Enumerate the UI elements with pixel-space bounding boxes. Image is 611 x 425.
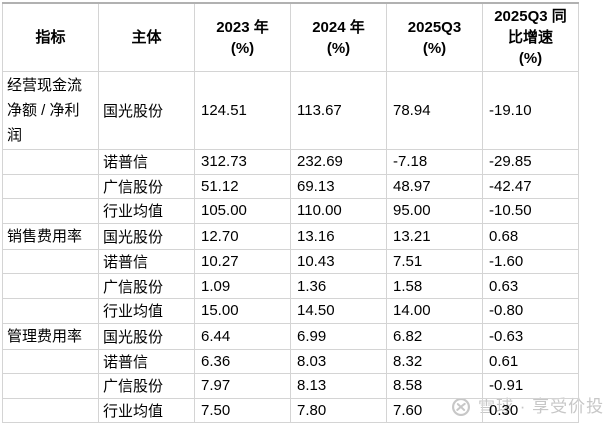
value-yoy-cell: -0.80 — [482, 297, 579, 324]
table-row: 诺普信 10.27 10.43 7.51 -1.60 — [2, 248, 579, 275]
value-2025q3-cell: 13.21 — [386, 222, 483, 250]
indicator-cell: 销售费用率 — [2, 222, 99, 250]
value-2024-cell: 8.13 — [290, 373, 387, 399]
value-2023-cell: 12.70 — [194, 222, 291, 250]
header-row: 指标 主体 2023 年 (%) 2024 年 (%) 2025Q3 (%) 2… — [2, 2, 579, 72]
value-2025q3-cell: 7.51 — [386, 248, 483, 275]
value-yoy-cell: -0.63 — [482, 322, 579, 350]
table-row: 广信股份 1.09 1.36 1.58 0.63 — [2, 273, 579, 299]
value-2025q3-cell: 95.00 — [386, 198, 483, 224]
column-header-2024: 2024 年 (%) — [290, 2, 387, 72]
table-row: 诺普信 312.73 232.69 -7.18 -29.85 — [2, 149, 579, 175]
indicator-cell — [2, 273, 99, 299]
table-body: 经营现金流净额 / 净利润 国光股份 124.51 113.67 78.94 -… — [2, 71, 579, 424]
financial-metrics-table: 指标 主体 2023 年 (%) 2024 年 (%) 2025Q3 (%) 2… — [2, 2, 579, 424]
entity-cell: 行业均值 — [98, 397, 195, 424]
table-row: 经营现金流净额 / 净利润 国光股份 124.51 113.67 78.94 -… — [2, 71, 579, 150]
value-2023-cell: 105.00 — [194, 198, 291, 224]
indicator-cell — [2, 373, 99, 399]
table-row: 行业均值 15.00 14.50 14.00 -0.80 — [2, 297, 579, 324]
indicator-cell: 管理费用率 — [2, 322, 99, 350]
table-row: 销售费用率 国光股份 12.70 13.16 13.21 0.68 — [2, 222, 579, 250]
entity-cell: 广信股份 — [98, 273, 195, 299]
indicator-cell — [2, 149, 99, 175]
value-2025q3-cell: 1.58 — [386, 273, 483, 299]
entity-cell: 诺普信 — [98, 348, 195, 375]
value-2025q3-cell: 7.60 — [386, 397, 483, 424]
table-row: 广信股份 7.97 8.13 8.58 -0.91 — [2, 373, 579, 399]
value-yoy-cell: -29.85 — [482, 149, 579, 175]
indicator-cell — [2, 297, 99, 324]
value-2024-cell: 113.67 — [290, 71, 387, 150]
value-yoy-cell: -0.91 — [482, 373, 579, 399]
value-2025q3-cell: 48.97 — [386, 173, 483, 200]
value-2023-cell: 51.12 — [194, 173, 291, 200]
table-header: 指标 主体 2023 年 (%) 2024 年 (%) 2025Q3 (%) 2… — [2, 2, 579, 72]
table-row: 行业均值 105.00 110.00 95.00 -10.50 — [2, 198, 579, 224]
value-yoy-cell: 0.63 — [482, 273, 579, 299]
value-yoy-cell: 0.61 — [482, 348, 579, 375]
indicator-cell: 经营现金流净额 / 净利润 — [2, 71, 99, 150]
table-row: 诺普信 6.36 8.03 8.32 0.61 — [2, 348, 579, 375]
value-2023-cell: 7.97 — [194, 373, 291, 399]
column-header-2025q3: 2025Q3 (%) — [386, 2, 483, 72]
value-2023-cell: 7.50 — [194, 397, 291, 424]
value-yoy-cell: -10.50 — [482, 198, 579, 224]
value-2025q3-cell: 6.82 — [386, 322, 483, 350]
value-2023-cell: 6.36 — [194, 348, 291, 375]
table-row: 广信股份 51.12 69.13 48.97 -42.47 — [2, 173, 579, 200]
value-2023-cell: 10.27 — [194, 248, 291, 275]
entity-cell: 诺普信 — [98, 248, 195, 275]
entity-cell: 行业均值 — [98, 198, 195, 224]
value-2024-cell: 1.36 — [290, 273, 387, 299]
indicator-cell — [2, 248, 99, 275]
value-yoy-cell: -1.60 — [482, 248, 579, 275]
value-2024-cell: 13.16 — [290, 222, 387, 250]
entity-cell: 国光股份 — [98, 322, 195, 350]
value-yoy-cell: -19.10 — [482, 71, 579, 150]
value-yoy-cell: -42.47 — [482, 173, 579, 200]
table-row: 管理费用率 国光股份 6.44 6.99 6.82 -0.63 — [2, 322, 579, 350]
column-header-entity: 主体 — [98, 2, 195, 72]
entity-cell: 广信股份 — [98, 173, 195, 200]
value-2023-cell: 124.51 — [194, 71, 291, 150]
indicator-cell — [2, 397, 99, 424]
value-2024-cell: 6.99 — [290, 322, 387, 350]
value-2024-cell: 7.80 — [290, 397, 387, 424]
entity-cell: 国光股份 — [98, 71, 195, 150]
value-2023-cell: 6.44 — [194, 322, 291, 350]
value-2024-cell: 69.13 — [290, 173, 387, 200]
value-2025q3-cell: 8.32 — [386, 348, 483, 375]
indicator-cell — [2, 173, 99, 200]
column-header-indicator: 指标 — [2, 2, 99, 72]
indicator-cell — [2, 198, 99, 224]
value-2024-cell: 110.00 — [290, 198, 387, 224]
value-2024-cell: 232.69 — [290, 149, 387, 175]
column-header-2025q3-yoy: 2025Q3 同 比增速 (%) — [482, 2, 579, 72]
value-2023-cell: 312.73 — [194, 149, 291, 175]
indicator-cell — [2, 348, 99, 375]
value-2024-cell: 8.03 — [290, 348, 387, 375]
value-2025q3-cell: 14.00 — [386, 297, 483, 324]
entity-cell: 行业均值 — [98, 297, 195, 324]
value-2025q3-cell: 8.58 — [386, 373, 483, 399]
value-2025q3-cell: -7.18 — [386, 149, 483, 175]
value-2024-cell: 14.50 — [290, 297, 387, 324]
value-yoy-cell: 0.68 — [482, 222, 579, 250]
value-2023-cell: 1.09 — [194, 273, 291, 299]
entity-cell: 国光股份 — [98, 222, 195, 250]
column-header-2023: 2023 年 (%) — [194, 2, 291, 72]
value-2023-cell: 15.00 — [194, 297, 291, 324]
table-row: 行业均值 7.50 7.80 7.60 0.30 — [2, 397, 579, 424]
value-yoy-cell: 0.30 — [482, 397, 579, 424]
value-2024-cell: 10.43 — [290, 248, 387, 275]
value-2025q3-cell: 78.94 — [386, 71, 483, 150]
entity-cell: 诺普信 — [98, 149, 195, 175]
entity-cell: 广信股份 — [98, 373, 195, 399]
